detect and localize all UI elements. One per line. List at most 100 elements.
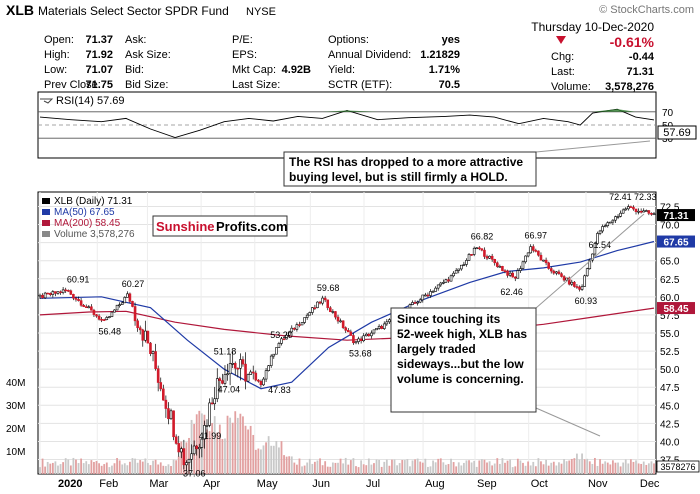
candle-up <box>321 297 324 304</box>
candle-down <box>534 250 538 252</box>
volume-bar <box>87 464 90 474</box>
price-tick-label: 47.5 <box>660 383 680 394</box>
volume-bar <box>380 466 383 474</box>
volume-bar <box>624 459 627 474</box>
price-tick-label: 50.0 <box>660 365 680 376</box>
volume-bar <box>534 466 537 474</box>
candle-up <box>110 311 114 317</box>
candle-up <box>439 282 443 286</box>
candle-up <box>118 304 121 306</box>
candle-up <box>467 254 471 261</box>
volume-bar <box>391 459 393 474</box>
price-callout-pointer-1 <box>535 213 645 309</box>
candle-down <box>82 305 85 307</box>
down-triangle-icon <box>556 36 566 44</box>
candle-down <box>483 249 486 257</box>
candle-down <box>632 206 635 210</box>
x-tick-label: Jul <box>366 478 380 490</box>
candle-up <box>208 402 211 426</box>
volume-tick-label: 20M <box>6 424 25 435</box>
volume-bar <box>118 460 121 474</box>
volume-bar <box>465 460 468 474</box>
rsi-annotation-line-2: buying level, but is still firmly a HOLD… <box>289 170 508 184</box>
volume-bar <box>105 462 108 474</box>
volume-bar <box>123 463 126 474</box>
volume-bar <box>406 459 409 474</box>
candle-down <box>531 246 535 251</box>
volume-bar <box>208 431 211 474</box>
volume-bar <box>146 462 149 474</box>
candle-up <box>316 301 319 308</box>
candle-up <box>364 333 368 337</box>
volume-bar <box>468 460 470 474</box>
volume-bar <box>95 461 98 474</box>
candle-down <box>490 255 494 260</box>
volume-bar <box>308 458 311 474</box>
candle-up <box>429 291 432 296</box>
quote-label: Ask: <box>125 34 146 46</box>
candle-down <box>567 277 571 285</box>
candle-down <box>95 314 98 317</box>
candle-down <box>141 329 145 341</box>
candle-down <box>241 359 245 365</box>
volume-bar <box>321 465 324 474</box>
candle-up <box>614 216 617 221</box>
candle-up <box>452 272 455 277</box>
candle-down <box>149 342 152 354</box>
volume-bar <box>570 458 573 474</box>
candle-down <box>162 388 165 401</box>
fund-name: Materials Select Sector SPDR Fund <box>38 4 229 18</box>
volume-bar <box>329 466 332 474</box>
candle-up <box>192 445 196 455</box>
volume-bar <box>637 463 640 474</box>
volume-bar <box>558 462 560 474</box>
volume-bar <box>80 458 83 474</box>
candle-up <box>621 209 625 214</box>
candle-up <box>457 268 461 271</box>
candle-down <box>77 299 80 301</box>
candle-down <box>46 292 50 295</box>
candle-down <box>72 294 75 299</box>
volume-bar <box>421 462 424 474</box>
candle-up <box>295 324 299 330</box>
rsi-overbought-fill <box>322 109 636 112</box>
candle-up <box>280 338 283 344</box>
candle-down <box>367 333 371 337</box>
volume-bar <box>365 465 368 474</box>
x-tick-label: Apr <box>203 478 220 490</box>
price-point-labels: 60.91 60.27 56.48 37.06 41.99 47.04 51.18 53.20… <box>67 192 657 479</box>
candle-up <box>354 341 358 344</box>
price-point-label: 53.20 <box>270 330 293 340</box>
volume-bar <box>324 461 327 474</box>
price-annotation-line-5: volume is concerning. <box>397 372 524 386</box>
candle-up <box>434 287 437 292</box>
volume-bar <box>375 459 378 474</box>
candle-down <box>480 248 484 251</box>
price-annotation-line-4: sideways...but the low <box>397 357 524 371</box>
volume-bar <box>157 464 160 474</box>
volume-bar <box>152 460 154 474</box>
volume-bar <box>275 441 278 474</box>
price-tick-label: 70.0 <box>660 221 680 232</box>
volume-bar <box>547 465 550 474</box>
volume-tick-label: 40M <box>6 378 25 389</box>
volume-bar <box>270 445 273 474</box>
right-stat-value: -0.44 <box>629 51 655 63</box>
volume-bar <box>427 466 429 474</box>
volume-bar <box>319 458 321 474</box>
candle-up <box>56 291 60 294</box>
volume-bar <box>131 458 134 474</box>
volume-bar <box>296 464 298 474</box>
price-point-label: 72.33 <box>634 192 657 202</box>
volume-bar <box>373 463 375 474</box>
volume-bar <box>470 462 473 474</box>
candle-up <box>637 210 640 213</box>
candle-up <box>300 322 304 326</box>
candle-up <box>421 294 425 301</box>
quote-label: Bid: <box>125 64 144 76</box>
price-tick-label: 45.0 <box>660 401 680 412</box>
rsi-tick-label: 30 <box>662 134 674 145</box>
volume-bar <box>144 458 147 474</box>
volume-bar <box>154 459 157 474</box>
price-point-label: 47.04 <box>218 385 241 395</box>
